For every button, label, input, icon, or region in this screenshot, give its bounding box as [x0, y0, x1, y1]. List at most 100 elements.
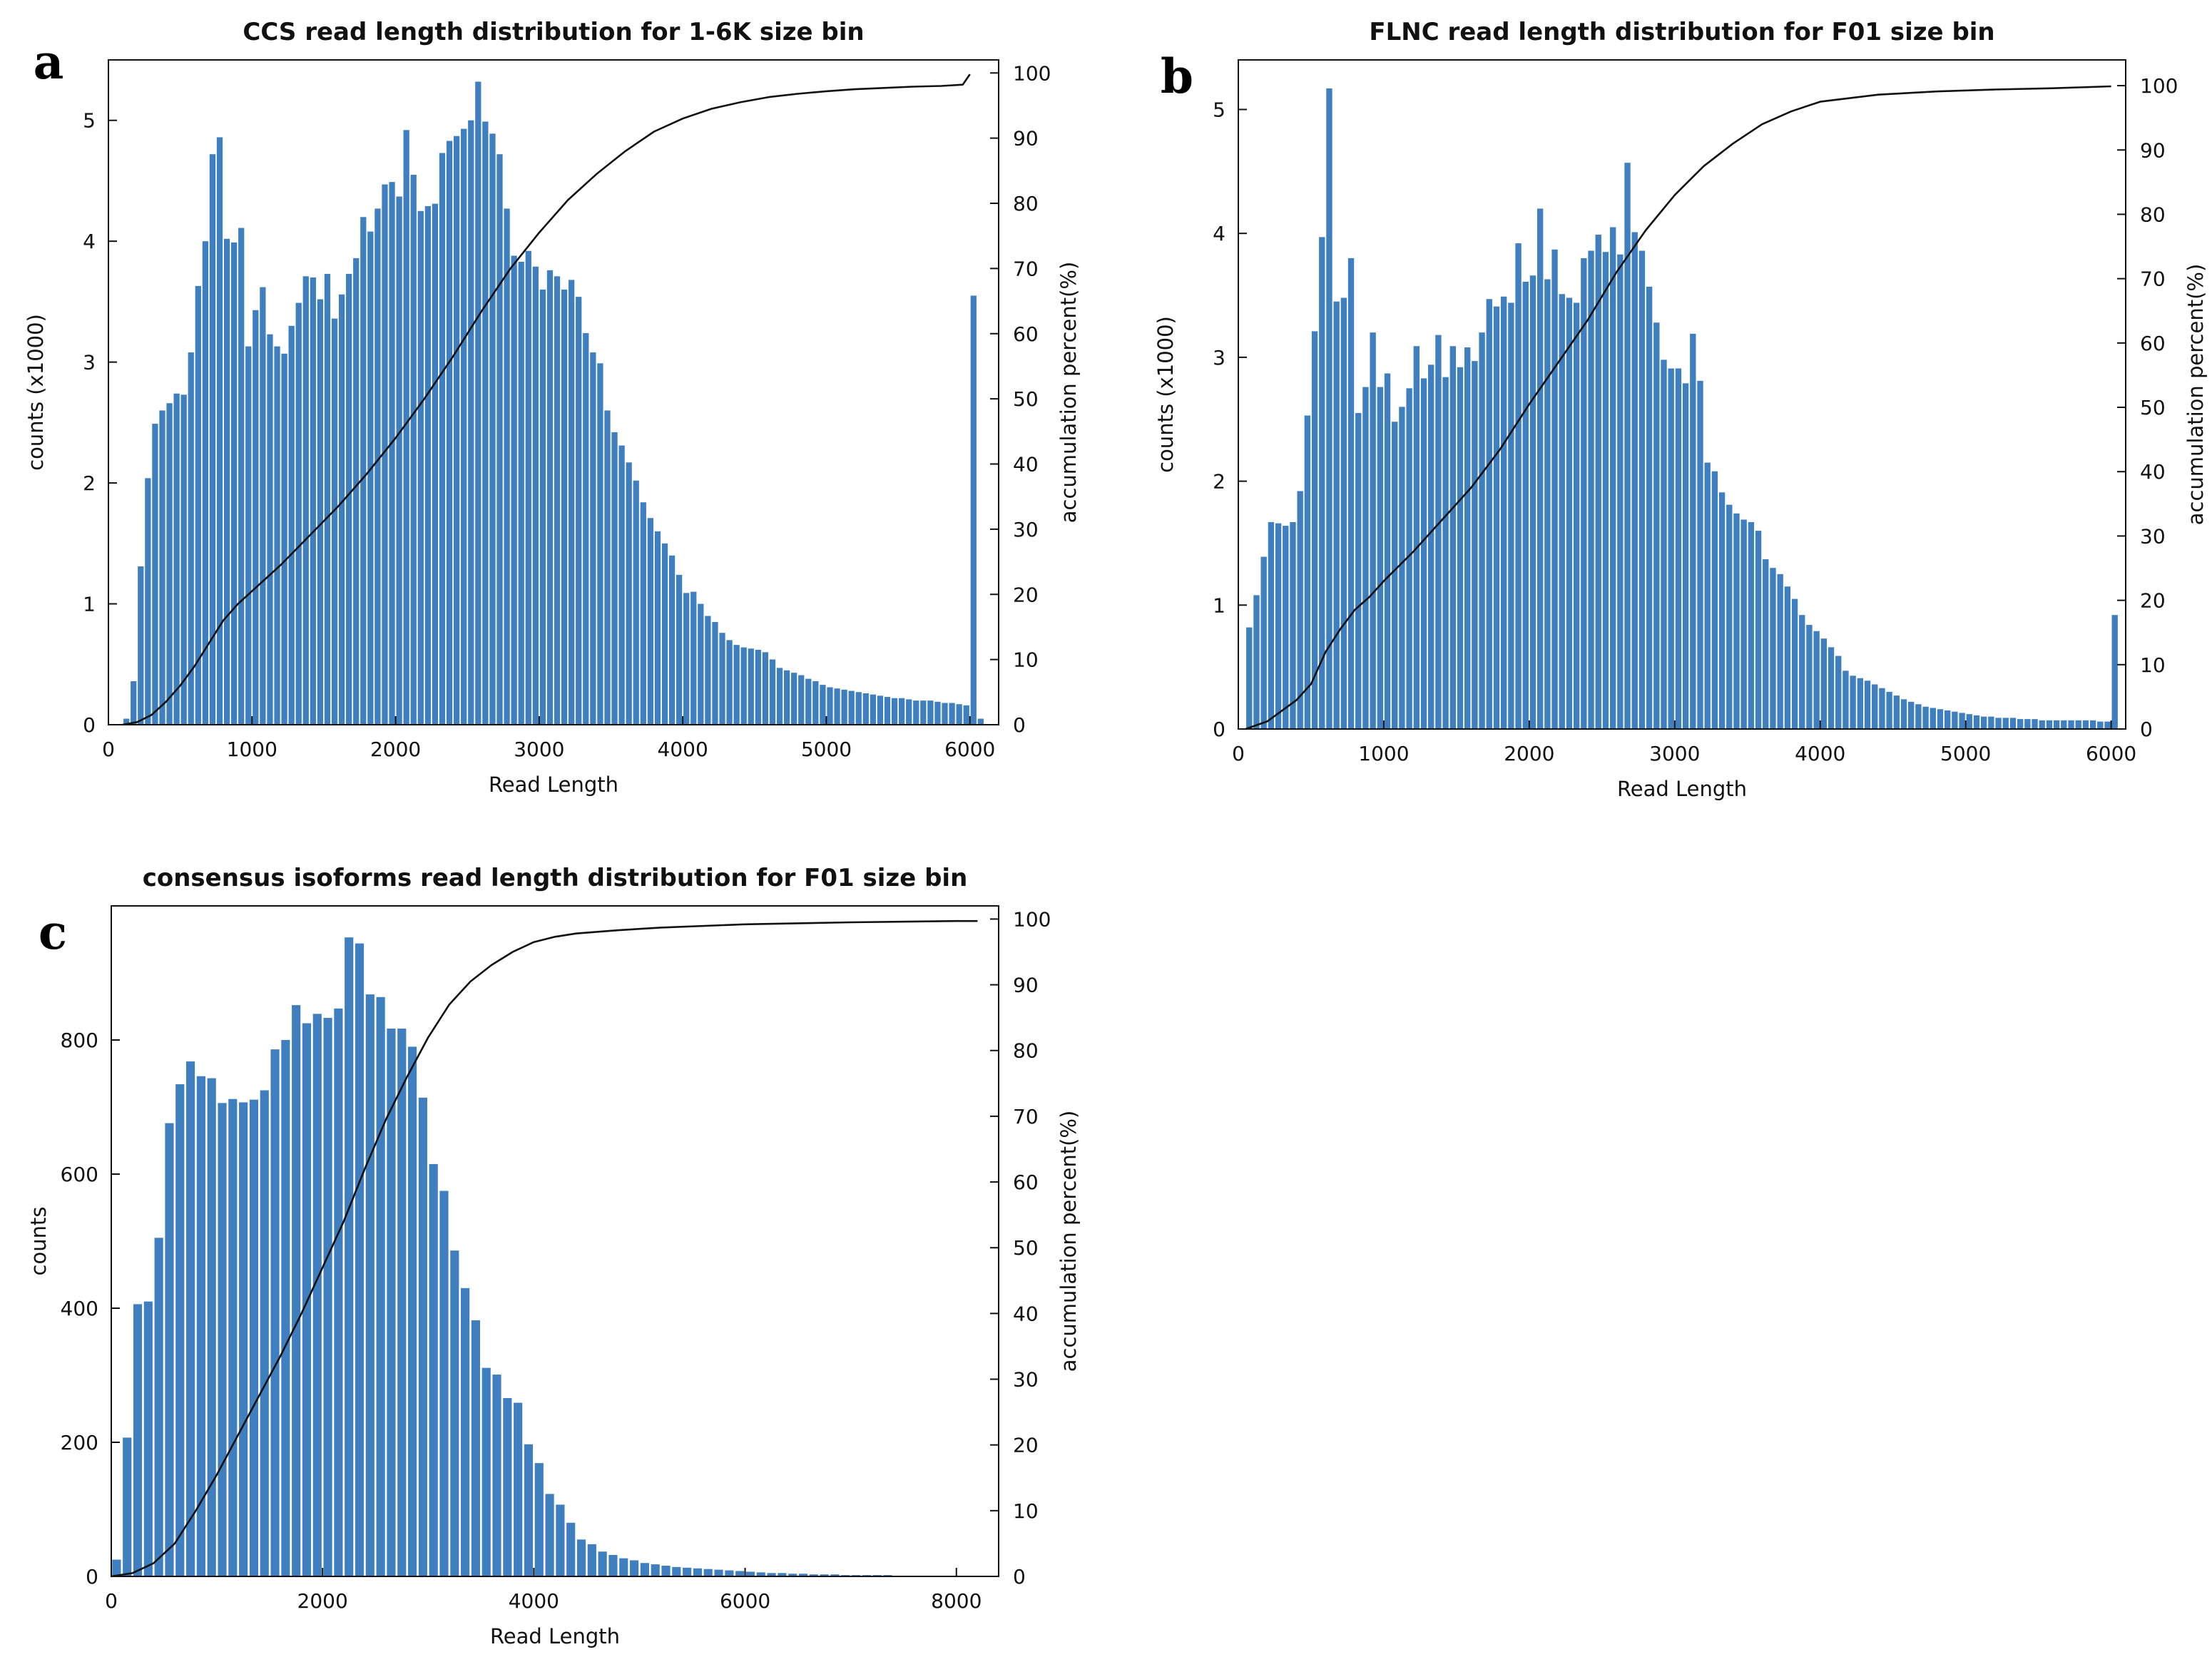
bar [1893, 695, 1900, 729]
x-tick-label: 4000 [1795, 742, 1845, 765]
bar [884, 697, 891, 725]
bar [618, 445, 625, 725]
bar [1922, 706, 1929, 729]
bar [131, 680, 137, 725]
bar [281, 1040, 290, 1576]
bar [566, 1522, 576, 1576]
bar [2009, 718, 2017, 729]
bar [355, 943, 365, 1576]
plot-frame [108, 59, 999, 725]
bar [590, 352, 596, 725]
bar [1551, 249, 1558, 729]
y2-tick-label: 0 [1013, 713, 1026, 737]
bar [1362, 387, 1369, 729]
bar [651, 1564, 660, 1576]
cumulative-line [1245, 85, 2111, 730]
y-tick-label: 4 [83, 230, 96, 253]
bar [382, 184, 388, 725]
bar [1828, 647, 1835, 729]
bar [611, 432, 618, 725]
bar [231, 242, 238, 725]
bar [1668, 368, 1674, 729]
bar [1908, 701, 1915, 729]
bar [489, 133, 496, 725]
bar [302, 276, 309, 725]
bar [1399, 407, 1405, 729]
bar [977, 718, 984, 725]
bar [143, 1301, 153, 1576]
x-tick-label: 4000 [658, 738, 708, 761]
bar [292, 1005, 301, 1576]
bar [253, 310, 259, 725]
bar [310, 277, 316, 725]
bar [762, 652, 769, 725]
y2-tick-label: 100 [2140, 74, 2178, 98]
bar [1915, 704, 1922, 729]
bar [776, 668, 783, 725]
y-tick-label: 800 [61, 1029, 98, 1052]
bar [963, 705, 969, 725]
y-tick-label: 0 [86, 1565, 98, 1589]
y2-tick-label: 50 [1013, 387, 1039, 411]
bars-c [112, 937, 977, 1576]
y-axis-label: counts (x1000) [1153, 316, 1178, 473]
plot-frame [111, 905, 999, 1577]
x-tick-label: 2000 [1504, 742, 1554, 765]
bar [693, 1568, 703, 1576]
panel-a: 0 1000 2000 3000 4000 5000 6000012345010203040… [24, 18, 1081, 797]
panel-letter: c [39, 904, 67, 960]
panel-c: 0 2000 4000 6000 800002004006008000102030405… [26, 864, 1081, 1648]
bar [2082, 720, 2089, 729]
y2-tick-label: 40 [2140, 460, 2166, 484]
bar [166, 403, 173, 725]
bar [756, 1572, 765, 1576]
bar [546, 270, 554, 725]
bar [956, 704, 962, 725]
bar [511, 255, 517, 725]
x-tick-label: 3000 [1649, 742, 1700, 765]
bar [891, 698, 898, 725]
bar [1260, 556, 1267, 729]
bar [714, 1569, 723, 1576]
bar [2032, 719, 2038, 729]
bar [317, 299, 324, 725]
bar [733, 645, 740, 725]
y2-tick-label: 70 [2140, 267, 2166, 291]
bar [1340, 297, 1347, 729]
bar [683, 1567, 692, 1576]
bar [769, 659, 776, 725]
bar [583, 332, 589, 725]
y-axis-label: counts [26, 1207, 51, 1276]
bar [374, 208, 381, 725]
bar [1522, 281, 1529, 729]
bar [1588, 250, 1594, 730]
bar [202, 241, 208, 725]
bar [683, 593, 690, 725]
y2-tick-label: 40 [1013, 453, 1039, 476]
bar [188, 352, 194, 725]
y2-tick-label: 0 [1013, 1565, 1026, 1589]
bar [1966, 714, 1972, 729]
bar [288, 325, 295, 725]
x-tick-label: 5000 [801, 738, 852, 761]
bar [1464, 347, 1471, 730]
bar [626, 462, 632, 725]
bar [906, 699, 912, 725]
bar [1857, 678, 1864, 729]
bar [676, 574, 683, 725]
bar [805, 678, 812, 725]
y2-tick-label: 10 [1013, 648, 1039, 672]
bar [418, 1097, 427, 1576]
bar [396, 196, 402, 725]
bar [133, 1304, 143, 1576]
y2-tick-label: 40 [1013, 1302, 1039, 1325]
bar [633, 480, 639, 725]
bar [468, 120, 474, 725]
bar [1311, 331, 1318, 729]
cumulative-line [111, 919, 978, 1578]
bar [661, 543, 668, 725]
bar [1937, 709, 1944, 729]
bar [597, 363, 603, 725]
y2-tick-label: 100 [1013, 907, 1051, 931]
